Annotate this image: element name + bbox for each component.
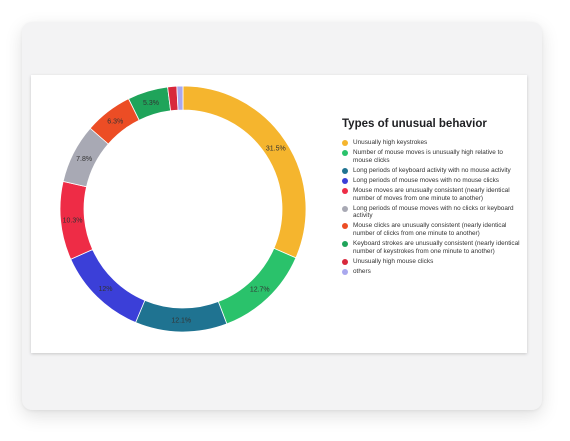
donut-chart: 31.5% 12.7% 12.1% 12% 10.3% 7.8% 6.3% 5.3% bbox=[59, 85, 307, 333]
legend-label: Keyboard strokes are unusually consisten… bbox=[353, 240, 520, 255]
legend-swatch-icon bbox=[342, 223, 348, 230]
legend-label: others bbox=[353, 267, 371, 275]
legend-label: Unusually high mouse clicks bbox=[353, 257, 434, 265]
slice-label-5: 7.8% bbox=[76, 156, 92, 163]
legend-swatch-icon bbox=[342, 258, 348, 265]
legend-item[interactable]: others bbox=[342, 268, 522, 276]
slice-label-1: 12.7% bbox=[250, 287, 270, 294]
legend-swatch-icon bbox=[342, 187, 348, 194]
legend-label: Long periods of mouse moves with no clic… bbox=[353, 204, 514, 220]
legend-item[interactable]: Long periods of mouse moves with no mous… bbox=[342, 177, 522, 185]
donut-slice-2 bbox=[135, 299, 228, 333]
legend-item[interactable]: Long periods of mouse moves with no clic… bbox=[342, 205, 522, 220]
legend-swatch-icon bbox=[342, 205, 348, 212]
legend-swatch-icon bbox=[342, 241, 348, 248]
legend-item[interactable]: Keyboard strokes are unusually consisten… bbox=[342, 240, 522, 255]
legend-swatch-icon bbox=[342, 167, 348, 174]
legend-item[interactable]: Mouse clicks are unusually consistent (n… bbox=[342, 222, 522, 237]
legend-item[interactable]: Mouse moves are unusually consistent (ne… bbox=[342, 187, 522, 202]
legend-label: Number of mouse moves is unusually high … bbox=[353, 149, 503, 164]
legend-item[interactable]: Number of mouse moves is unusually high … bbox=[342, 149, 522, 164]
legend-label: Mouse clicks are unusually consistent (n… bbox=[353, 222, 507, 237]
slice-label-3: 12% bbox=[98, 286, 112, 293]
legend-label: Unusually high keystrokes bbox=[353, 139, 428, 146]
legend-swatch-icon bbox=[342, 177, 348, 184]
legend-items: Unusually high keystrokes Number of mouse… bbox=[342, 139, 522, 275]
slice-label-0: 31.5% bbox=[266, 146, 286, 153]
slice-label-6: 6.3% bbox=[107, 119, 123, 126]
legend-swatch-icon bbox=[342, 150, 348, 157]
chart-legend: Types of unusual behavior Unusually high… bbox=[342, 118, 522, 278]
legend-item[interactable]: Long periods of keyboard activity with n… bbox=[342, 167, 522, 175]
chart-panel: 31.5% 12.7% 12.1% 12% 10.3% 7.8% 6.3% 5.3% Type… bbox=[31, 75, 527, 353]
legend-label: Long periods of keyboard activity with n… bbox=[353, 166, 511, 174]
donut-slices bbox=[59, 85, 307, 333]
legend-item[interactable]: Unusually high keystrokes bbox=[342, 139, 522, 147]
donut-slice-0 bbox=[182, 85, 307, 259]
donut-slice-9 bbox=[176, 85, 184, 111]
slice-label-7: 5.3% bbox=[143, 100, 159, 107]
chart-title: Types of unusual behavior bbox=[342, 118, 487, 130]
legend-label: Mouse moves are unusually consistent (ne… bbox=[353, 186, 510, 202]
legend-item[interactable]: Unusually high mouse clicks bbox=[342, 258, 522, 266]
slice-label-4: 10.3% bbox=[63, 217, 83, 224]
legend-label: Long periods of mouse moves with no mous… bbox=[353, 176, 499, 184]
slice-label-2: 12.1% bbox=[171, 317, 191, 324]
legend-swatch-icon bbox=[342, 140, 348, 146]
legend-swatch-icon bbox=[342, 268, 348, 275]
donut-slice-labels: 31.5% 12.7% 12.1% 12% 10.3% 7.8% 6.3% 5.3% bbox=[63, 100, 286, 324]
